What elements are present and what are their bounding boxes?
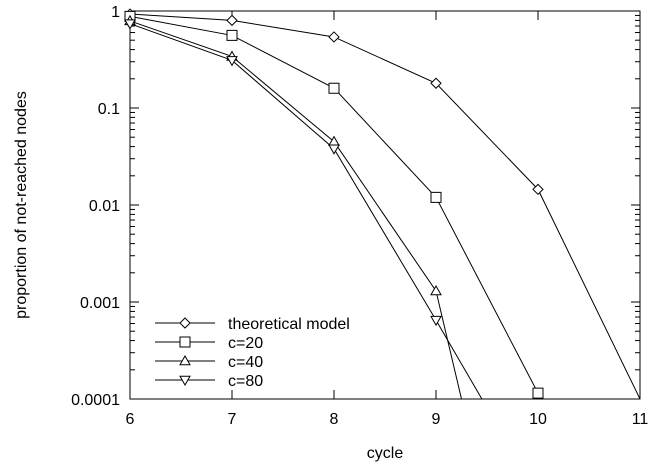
data-point — [430, 284, 442, 296]
legend-marker — [179, 354, 191, 366]
data-point — [430, 315, 442, 327]
data-point — [328, 144, 340, 155]
data-point — [430, 77, 442, 89]
series-0 — [124, 8, 641, 400]
data-point — [532, 183, 544, 196]
plot-frame — [129, 10, 641, 400]
legend-label: c=40 — [228, 354, 263, 371]
data-point — [124, 19, 136, 30]
legend-marker — [179, 375, 191, 387]
data-point — [430, 191, 442, 203]
series-line — [129, 15, 539, 394]
legend-entry: c=80 — [155, 373, 263, 390]
legend-entry: c=40 — [155, 354, 263, 371]
data-point — [226, 14, 238, 27]
data-point — [328, 135, 340, 146]
series-3 — [124, 19, 483, 400]
x-tick-label: 6 — [126, 411, 135, 428]
legend-entry: c=20 — [155, 335, 263, 352]
series-line — [129, 13, 641, 400]
y-tick-label: 0.1 — [98, 101, 120, 118]
y-tick-label: 0.001 — [80, 295, 120, 312]
legend-label: c=20 — [228, 335, 263, 352]
data-point — [226, 29, 238, 41]
data-point — [328, 31, 340, 43]
x-tick-label: 10 — [529, 411, 547, 428]
y-tick-label: 0.01 — [89, 198, 120, 215]
y-tick-label: 0.0001 — [71, 392, 120, 409]
data-point — [226, 56, 238, 67]
legend-label: theoretical model — [228, 316, 350, 333]
x-tick-label: 9 — [432, 411, 441, 428]
legend-marker — [179, 317, 191, 329]
x-tick-label: 7 — [228, 411, 237, 428]
data-point — [328, 82, 340, 94]
legend-label: c=80 — [228, 373, 263, 390]
series-lines — [124, 8, 641, 400]
legend-marker — [179, 336, 191, 348]
legend-entry: theoretical model — [155, 316, 350, 333]
legend: theoretical model c=20 c=40 c=80 — [155, 316, 350, 390]
axis-ticks: 6 7 8 9 10 11 0.0001 0.001 0.01 0.1 1 — [71, 4, 648, 428]
x-axis-label: cycle — [367, 445, 404, 462]
y-axis-label: proportion of not-reached nodes — [13, 91, 30, 319]
series-1 — [124, 10, 544, 399]
data-point — [532, 387, 544, 399]
x-tick-label: 8 — [330, 411, 339, 428]
x-tick-label: 11 — [632, 411, 649, 428]
y-tick-label: 1 — [111, 4, 120, 21]
